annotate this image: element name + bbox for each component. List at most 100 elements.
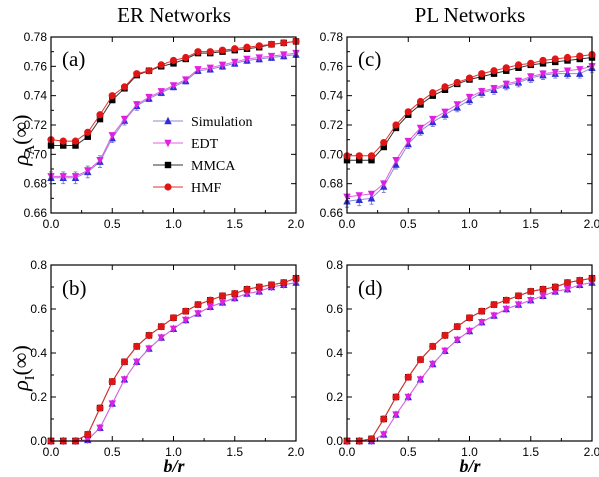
y-tick-label: 0.4 <box>30 346 47 360</box>
data-point <box>404 393 412 402</box>
data-point <box>120 358 129 366</box>
data-point <box>59 173 67 181</box>
legend-marker <box>164 183 172 191</box>
data-point <box>576 276 584 284</box>
data-point <box>367 152 376 160</box>
data-point <box>453 336 461 344</box>
data-point <box>502 80 510 89</box>
data-point <box>392 411 400 419</box>
data-point <box>490 312 498 320</box>
data-point <box>280 51 288 59</box>
data-point <box>551 55 559 63</box>
xlabel-right: b/r <box>459 456 481 476</box>
series-hmf <box>343 51 596 160</box>
data-point <box>206 303 214 311</box>
data-point <box>380 143 387 151</box>
x-tick-label: 0.5 <box>104 445 121 459</box>
series-mmca <box>47 275 300 445</box>
data-point <box>243 55 251 64</box>
x-tick-label: 2.0 <box>288 217 305 231</box>
data-point <box>441 108 449 116</box>
data-point <box>59 137 67 145</box>
data-point <box>267 52 276 61</box>
plot-frame <box>50 264 297 442</box>
data-point <box>563 279 572 287</box>
series-edt <box>47 279 300 446</box>
x-tick-label: 1.0 <box>461 445 478 459</box>
data-point <box>453 78 461 87</box>
data-point <box>416 97 425 106</box>
x-tick-label: 0.5 <box>400 445 417 459</box>
data-point <box>84 128 92 136</box>
data-point <box>539 70 547 78</box>
data-point <box>551 283 559 291</box>
data-point <box>465 314 474 322</box>
data-point <box>169 56 178 65</box>
data-point <box>478 319 486 327</box>
legend-label: HMF <box>191 181 222 196</box>
ylabel-bottom: ρI(∞) <box>8 345 38 392</box>
y-tick-label: 0.70 <box>320 147 344 161</box>
plot-frame <box>346 264 593 442</box>
y-tick-label: 0.78 <box>24 30 48 44</box>
column-title-pl: PL Networks <box>415 3 526 27</box>
data-point <box>231 45 239 53</box>
data-point <box>416 376 425 384</box>
data-point <box>218 61 227 70</box>
data-point <box>576 52 584 60</box>
data-point <box>157 323 165 331</box>
data-point <box>120 83 129 91</box>
data-point <box>478 70 486 78</box>
data-point <box>502 64 510 72</box>
plot-frame <box>50 36 297 214</box>
data-point <box>527 297 535 305</box>
data-point <box>527 73 535 81</box>
data-point <box>243 285 251 293</box>
data-point <box>206 296 214 304</box>
y-tick-label: 0.2 <box>30 390 47 404</box>
y-tick-label: 0.8 <box>30 258 47 272</box>
data-point <box>392 157 400 165</box>
data-point <box>441 347 449 355</box>
data-point <box>441 83 449 91</box>
data-point <box>72 142 79 149</box>
data-point <box>255 54 263 62</box>
legend-marker <box>164 161 172 169</box>
ylabel-top-text: ρA(∞) <box>8 114 38 166</box>
x-tick-label: 1.5 <box>226 445 243 459</box>
data-point <box>380 139 388 147</box>
series-line <box>51 277 297 442</box>
x-tick-label: 1.5 <box>226 217 243 231</box>
y-tick-label: 0.8 <box>326 258 343 272</box>
xlabel-left: b/r <box>163 456 185 476</box>
x-tick-label: 1.0 <box>461 217 478 231</box>
data-point <box>218 299 227 307</box>
legend-label: EDT <box>191 137 219 152</box>
data-point <box>120 115 129 124</box>
data-point <box>194 301 202 309</box>
data-point <box>514 61 523 69</box>
x-tick-label: 0.5 <box>104 217 121 231</box>
data-point <box>96 404 104 412</box>
x-tick-label: 1.5 <box>522 445 539 459</box>
data-point <box>416 356 425 364</box>
legend-marker <box>164 139 172 148</box>
y-tick-label: 0.74 <box>320 89 344 103</box>
data-point <box>478 307 486 315</box>
data-point <box>490 301 498 309</box>
panels: 0.0 0.5 1.0 1.5 2.0 0.66 0.68 0.70 0.72 0.74 0.76 0… <box>24 30 599 459</box>
data-point <box>84 133 91 140</box>
data-point <box>478 88 486 96</box>
x-tick-label: 2.0 <box>584 445 599 459</box>
data-point <box>133 101 141 109</box>
data-point <box>96 424 104 432</box>
y-tick-label: 0.0 <box>30 434 47 448</box>
y-tick-label: 0.0 <box>326 434 343 448</box>
legend-item-simulation: Simulation <box>153 115 252 130</box>
data-point <box>182 53 190 62</box>
data-point <box>514 301 523 309</box>
data-point <box>465 327 474 336</box>
data-point <box>206 48 214 56</box>
data-point <box>539 292 547 300</box>
